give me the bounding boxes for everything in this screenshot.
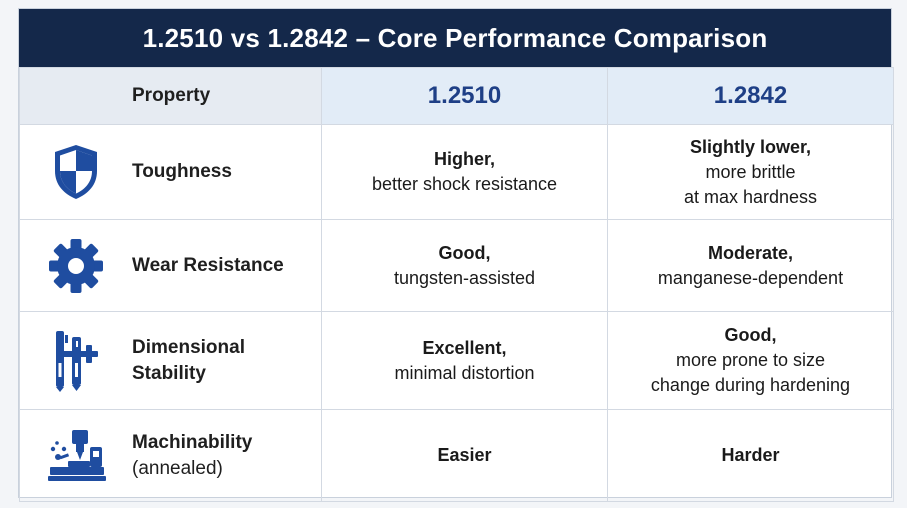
grade-b-value: Good, more prone to size change during h… (607, 311, 894, 410)
property-label: Dimensional (132, 336, 245, 358)
table-row: Machinability (annealed) Easier Harder (19, 409, 894, 502)
grade-a-value: Higher, better shock resistance (321, 124, 608, 220)
table-row: Toughness Higher, better shock resistanc… (19, 124, 894, 220)
property-label: Wear Resistance (132, 254, 284, 276)
property-cell: Toughness (19, 124, 322, 220)
grade-a-value: Easier (321, 409, 608, 502)
header-row: Property 1.2510 1.2842 (19, 67, 894, 125)
shield-icon (55, 145, 97, 199)
machining-icon (48, 429, 106, 481)
grade-b-value: Moderate, manganese-dependent (607, 219, 894, 312)
property-column-header: Property (19, 67, 322, 125)
comparison-card: 1.2510 vs 1.2842 – Core Performance Comp… (18, 8, 894, 502)
comparison-table: Property 1.2510 1.2842 (19, 67, 894, 502)
grade-b-value: Harder (607, 409, 894, 502)
property-cell: Wear Resistance (19, 219, 322, 312)
property-cell: Dimensional Stability (19, 311, 322, 410)
property-label: Machinability (132, 431, 253, 453)
property-label: Stability (132, 362, 206, 384)
property-cell: Machinability (annealed) (19, 409, 322, 502)
property-label: Toughness (132, 161, 232, 182)
table-row: Dimensional Stability Excellent, minimal… (19, 311, 894, 410)
table-title: 1.2510 vs 1.2842 – Core Performance Comp… (19, 9, 891, 67)
grade-a-value: Excellent, minimal distortion (321, 311, 608, 410)
caliper-icon (56, 330, 98, 392)
grade-1-2842-column-header: 1.2842 (607, 67, 894, 125)
grade-a-value: Good, tungsten-assisted (321, 219, 608, 312)
table-row: Wear Resistance Good, tungsten-assisted … (19, 219, 894, 312)
gear-icon (49, 238, 103, 293)
grade-1-2510-column-header: 1.2510 (321, 67, 608, 125)
grade-b-value: Slightly lower, more brittle at max hard… (607, 124, 894, 220)
property-sublabel: (annealed) (132, 457, 223, 479)
